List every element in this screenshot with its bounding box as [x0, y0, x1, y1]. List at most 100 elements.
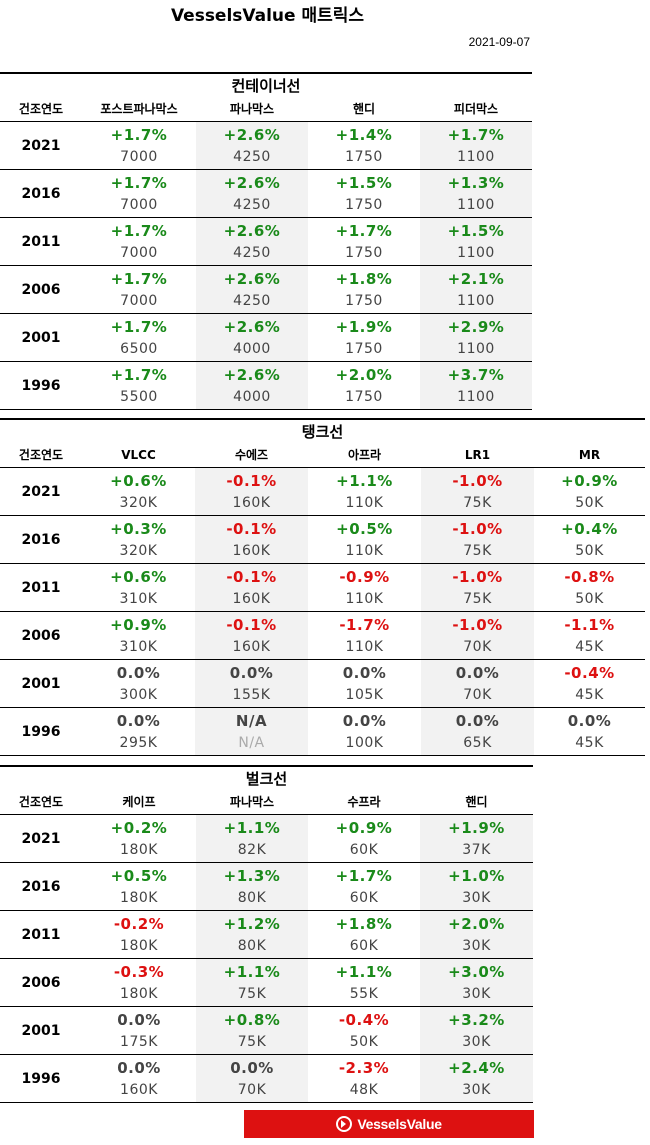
change-percent: +0.9% [561, 471, 618, 490]
vessel-value: 4000 [233, 340, 271, 357]
change-percent: +1.3% [223, 866, 281, 885]
vessel-value: 160K [232, 638, 271, 655]
change-percent: +1.0% [448, 866, 505, 885]
change-percent: +1.7% [447, 125, 505, 144]
table-row: 2011 +1.7% 7000 +2.6% 4250 +1.7% 1750 +1.5% 1100 [0, 218, 532, 266]
table-row: 2006 +0.9% 310K -0.1% 160K -1.7% 110K -1.0% 70K -… [0, 612, 645, 660]
table-row: 2011 -0.2% 180K +1.2% 80K +1.8% 60K +2.0% 30K [0, 911, 533, 959]
build-year: 2006 [21, 281, 61, 298]
vesselsvalue-logo: VesselsValue [244, 1110, 534, 1138]
build-year: 1996 [21, 1070, 61, 1087]
change-percent: +2.1% [447, 269, 505, 288]
value-cell: +0.3% 320K [82, 516, 195, 563]
vessel-value: 45K [575, 734, 604, 751]
value-cell: +2.6% 4250 [196, 266, 308, 313]
vessel-value: 180K [120, 937, 158, 954]
vessel-value: 30K [462, 1081, 491, 1098]
table-row: 1996 +1.7% 5500 +2.6% 4000 +2.0% 1750 +3.7% 1100 [0, 362, 532, 410]
change-percent: +2.4% [448, 1058, 505, 1077]
vessel-value: 300K [119, 686, 158, 703]
change-percent: -1.0% [452, 567, 503, 586]
build-year: 2021 [21, 137, 61, 154]
change-percent: +2.6% [223, 125, 281, 144]
report-date: 2021-09-07 [468, 35, 530, 49]
value-cell: +3.2% 30K [420, 1007, 533, 1054]
change-percent: +2.0% [335, 365, 393, 384]
change-percent: +3.2% [448, 1010, 505, 1029]
value-cell: 0.0% 45K [534, 708, 645, 755]
vessel-value: 110K [345, 590, 384, 607]
value-cell: +2.6% 4000 [196, 362, 308, 409]
vessel-value: 160K [232, 590, 271, 607]
value-cell: +3.7% 1100 [420, 362, 532, 409]
change-percent: +1.5% [335, 173, 393, 192]
value-cell: 0.0% 160K [82, 1055, 196, 1102]
year-column-header: 건조연도 [18, 102, 64, 116]
value-cell: +0.4% 50K [534, 516, 645, 563]
vessel-value: 45K [575, 638, 604, 655]
build-year: 2011 [21, 579, 61, 596]
value-cell: +2.6% 4250 [196, 218, 308, 265]
vessel-value: 7000 [120, 244, 158, 261]
vessel-value: 70K [463, 638, 492, 655]
value-cell: -0.8% 50K [534, 564, 645, 611]
value-cell: -1.0% 70K [421, 612, 534, 659]
change-percent: +0.5% [336, 519, 393, 538]
column-header: 핸디 [352, 102, 376, 116]
build-year: 2001 [21, 1022, 61, 1039]
change-percent: +1.4% [335, 125, 393, 144]
value-cell: +2.9% 1100 [420, 314, 532, 361]
vessel-value: 50K [575, 590, 604, 607]
change-percent: -1.7% [339, 615, 390, 634]
change-percent: +0.9% [110, 615, 167, 634]
value-cell: +1.1% 75K [196, 959, 308, 1006]
build-year: 1996 [21, 377, 61, 394]
change-percent: 0.0% [342, 663, 387, 682]
section-header: 벌크선 [0, 765, 533, 791]
section-title: 탱크선 [301, 423, 344, 441]
build-year: 2016 [21, 531, 61, 548]
value-cell: 0.0% 155K [195, 660, 308, 707]
vessel-value: 100K [345, 734, 384, 751]
value-cell: -1.7% 110K [308, 612, 421, 659]
change-percent: -1.0% [452, 471, 503, 490]
change-percent: N/A [235, 711, 268, 730]
change-percent: -0.2% [113, 914, 165, 933]
vessel-value: 48K [349, 1081, 379, 1098]
table-row: 1996 0.0% 160K 0.0% 70K -2.3% 48K +2.4% 30K [0, 1055, 533, 1103]
vessel-value: 110K [345, 638, 384, 655]
vessel-value: 1750 [345, 340, 383, 357]
change-percent: 0.0% [455, 711, 500, 730]
vessel-value: 4250 [233, 148, 271, 165]
value-cell: +1.7% 7000 [82, 170, 196, 217]
value-cell: +1.7% 60K [308, 863, 420, 910]
change-percent: -0.3% [113, 962, 165, 981]
value-cell: -0.4% 50K [308, 1007, 420, 1054]
vessel-value: 175K [120, 1033, 158, 1050]
column-header: 수프라 [347, 795, 381, 809]
vessel-value: 70K [237, 1081, 267, 1098]
vessel-value: 4250 [233, 244, 271, 261]
section-0: 컨테이너선 건조연도 포스트파나막스 파나막스 핸디 피더막스 2021 +1.7% 7000 +… [0, 72, 532, 410]
vessel-value: 75K [463, 590, 492, 607]
build-year: 2001 [21, 675, 61, 692]
value-cell: +1.8% 60K [308, 911, 420, 958]
vessel-value: 1100 [457, 292, 495, 309]
value-cell: +2.6% 4250 [196, 122, 308, 169]
table-row: 2001 0.0% 300K 0.0% 155K 0.0% 105K 0.0% 70K -0.4%… [0, 660, 645, 708]
table-row: 2021 +0.6% 320K -0.1% 160K +1.1% 110K -1.0% 75K +… [0, 468, 645, 516]
section-header: 컨테이너선 [0, 72, 532, 98]
vessel-value: 320K [119, 494, 158, 511]
section-1: 탱크선 건조연도 VLCC 수에즈 아프라 LR1 MR 2021 +0.6% 320K -0.1%… [0, 418, 645, 756]
build-year: 2011 [21, 926, 61, 943]
vessel-value: 110K [345, 494, 384, 511]
change-percent: -1.1% [564, 615, 615, 634]
vessel-value: 7000 [120, 292, 158, 309]
value-cell: +0.5% 110K [308, 516, 421, 563]
column-header: 케이프 [122, 795, 156, 809]
value-cell: -0.1% 160K [195, 516, 308, 563]
column-header: 포스트파나막스 [100, 102, 178, 116]
build-year: 2016 [21, 878, 61, 895]
change-percent: +2.6% [223, 365, 281, 384]
section-header: 탱크선 [0, 418, 645, 444]
